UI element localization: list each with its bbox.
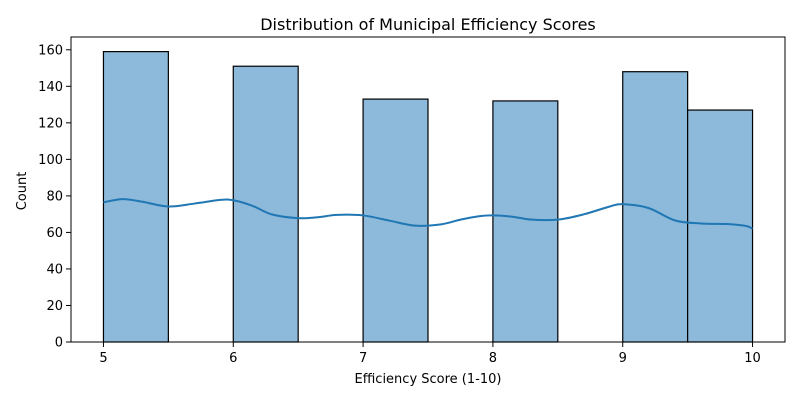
x-tick-label-6: 6 [229,351,237,366]
kde-line [103,198,754,230]
histogram-bar-1 [102,51,169,343]
y-tick-label-80: 80 [46,189,63,204]
y-tick-label-60: 60 [46,226,63,241]
y-tick-label-100: 100 [38,153,63,168]
x-tick-label-7: 7 [359,351,367,366]
plot-frame [70,36,786,343]
y-tick-label-40: 40 [46,262,63,277]
x-tick-label-9: 9 [619,351,627,366]
x-axis-label: Efficiency Score (1-10) [355,372,502,387]
chart-title: Distribution of Municipal Efficiency Sco… [260,15,596,34]
x-tick-label-8: 8 [489,351,497,366]
x-tick-label-10: 10 [744,351,761,366]
y-tick-label-140: 140 [38,80,63,95]
y-tick-label-0: 0 [55,336,63,351]
histogram-bar-3 [232,65,299,343]
histogram-bar-9 [622,71,689,343]
y-axis-label: Count [15,172,30,211]
y-tick-label-20: 20 [46,299,63,314]
y-tick-label-120: 120 [38,116,63,131]
histogram-bar-7 [492,100,559,343]
x-tick-label-5: 5 [99,351,107,366]
histogram-bar-5 [362,98,429,343]
y-tick-label-160: 160 [38,43,63,58]
